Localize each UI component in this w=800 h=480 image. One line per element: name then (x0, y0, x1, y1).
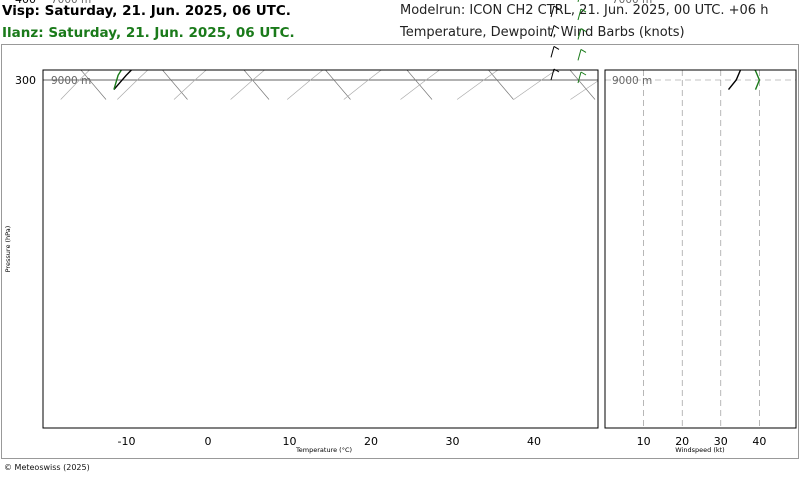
wind-height-label: 7000 m (612, 0, 652, 6)
temperature-tick-40: 40 (527, 435, 541, 448)
windspeed-tick-10: 10 (637, 435, 651, 448)
temperature-tick-30: 30 (446, 435, 460, 448)
copyright-text: © Meteoswiss (2025) (4, 463, 90, 472)
temperature-tick-20: 20 (364, 435, 378, 448)
skewt-plot-border (42, 69, 599, 429)
station1-title: Visp: Saturday, 21. Jun. 2025, 06 UTC. (2, 3, 291, 19)
pressure-axis-label: Pressure (hPa) (4, 226, 12, 273)
pressure-tick-400: 400 (15, 0, 36, 6)
chart-frame (1, 44, 799, 459)
windspeed-tick-40: 40 (752, 435, 766, 448)
windspeed-tick-30: 30 (714, 435, 728, 448)
temperature-tick--10: -10 (118, 435, 136, 448)
chart-subtitle: Temperature, Dewpoint, Wind Barbs (knots… (400, 25, 685, 40)
windspeed-axis-label: Windspeed (kt) (675, 446, 724, 454)
height-label: 9000 m (51, 75, 91, 87)
temperature-axis-label: Temperature (°C) (295, 446, 352, 454)
skewt-axis-labels: 3004005006007008009009000 m7000 m5500 m4… (4, 0, 541, 454)
windspeed-grid (605, 70, 796, 428)
wind-height-label: 9000 m (612, 75, 652, 87)
skewt-background-lines (43, 70, 598, 100)
wind-barbs (550, 0, 587, 84)
windspeed-tick-20: 20 (675, 435, 689, 448)
temperature-tick-0: 0 (205, 435, 212, 448)
pressure-tick-300: 300 (15, 74, 36, 87)
temperature-tick-10: 10 (283, 435, 297, 448)
station2-title: Ilanz: Saturday, 21. Jun. 2025, 06 UTC. (2, 25, 295, 41)
windspeed-plot-border (604, 69, 797, 429)
height-label: 7000 m (51, 0, 91, 6)
